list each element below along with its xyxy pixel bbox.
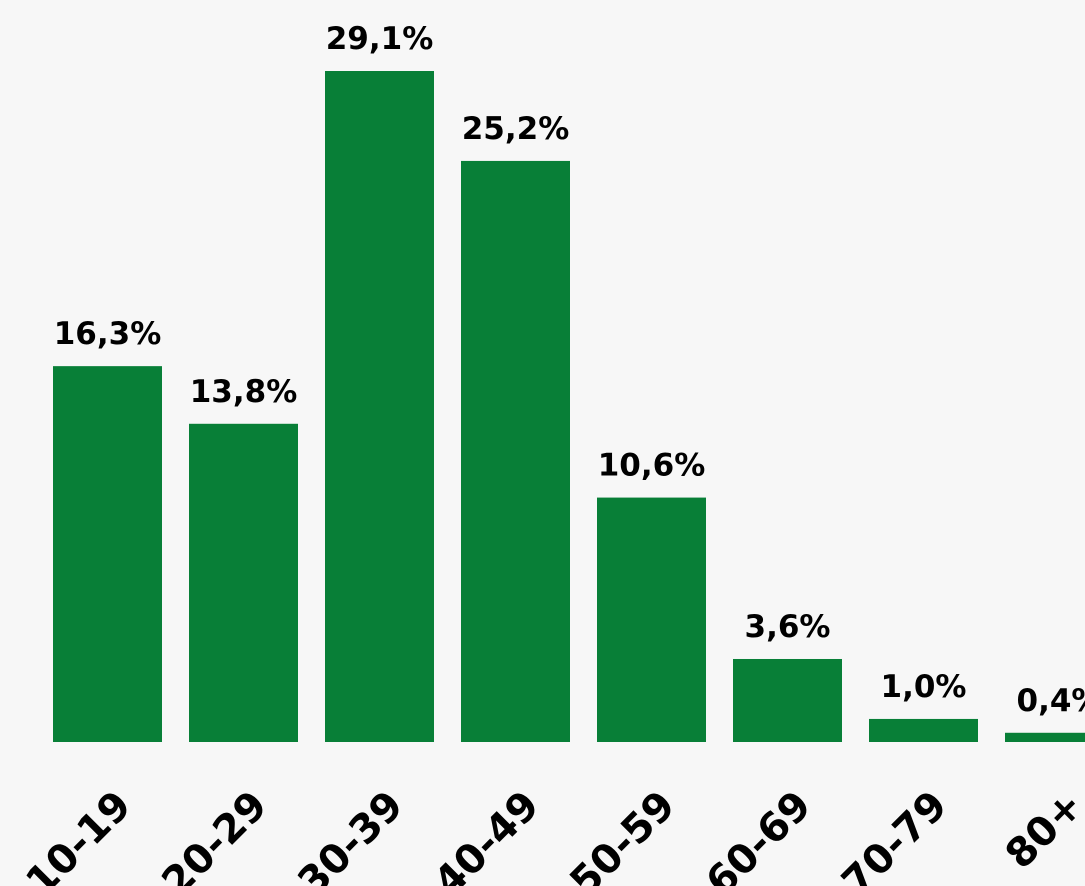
data-label-80+: 0,4% [1017, 683, 1085, 719]
bar-20-29 [189, 423, 298, 742]
data-label-50-59: 10,6% [598, 448, 706, 484]
category-label-20-29: 20-29 [153, 782, 276, 886]
bar-60-69 [733, 658, 842, 742]
category-label-40-49: 40-49 [425, 782, 548, 886]
bars-group [53, 71, 1085, 742]
category-label-30-39: 30-39 [289, 782, 412, 886]
category-labels-group: 10-19 20-29 30-39 40-49 50-59 60-69 70-79 80+ [17, 782, 1085, 886]
data-label-10-19: 16,3% [54, 316, 162, 352]
data-label-60-69: 3,6% [745, 609, 831, 645]
bar-40-49 [461, 160, 570, 742]
bar-50-59 [597, 497, 706, 742]
data-labels-group: 16,3% 13,8% 29,1% 25,2% 10,6% 3,6% 1,0% 0,4% [54, 21, 1085, 719]
category-label-50-59: 50-59 [561, 782, 684, 886]
data-label-20-29: 13,8% [190, 374, 298, 410]
data-label-40-49: 25,2% [462, 111, 570, 147]
category-label-60-69: 60-69 [697, 782, 820, 886]
data-label-30-39: 29,1% [326, 21, 434, 57]
category-label-10-19: 10-19 [17, 782, 140, 886]
bar-30-39 [325, 71, 434, 742]
bar-70-79 [869, 718, 978, 742]
bar-80+ [1005, 732, 1085, 742]
bar-10-19 [53, 366, 162, 742]
category-label-80+: 80+ [997, 782, 1085, 878]
data-label-70-79: 1,0% [881, 669, 967, 705]
category-label-70-79: 70-79 [833, 782, 956, 886]
